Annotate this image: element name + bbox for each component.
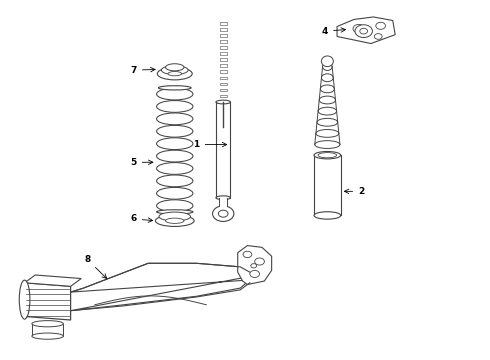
Circle shape [255,258,265,265]
Text: 2: 2 [344,187,365,196]
Bar [220,71,226,73]
Ellipse shape [157,163,193,174]
Ellipse shape [32,333,63,339]
Text: 7: 7 [130,66,155,75]
Circle shape [355,25,372,37]
Ellipse shape [216,196,230,199]
Ellipse shape [157,113,193,125]
Ellipse shape [317,118,338,126]
Bar [220,53,226,55]
Ellipse shape [168,72,181,76]
Text: 3: 3 [0,359,1,360]
Circle shape [213,206,234,221]
Ellipse shape [166,218,184,224]
Polygon shape [24,283,71,320]
Text: 6: 6 [130,215,153,224]
Ellipse shape [19,280,30,319]
Circle shape [251,264,257,268]
Polygon shape [337,17,395,44]
Text: 4: 4 [322,27,345,36]
Bar [220,22,226,25]
Bar [220,198,227,214]
Bar [216,102,230,198]
Ellipse shape [315,141,340,148]
Ellipse shape [157,200,193,212]
Ellipse shape [157,150,193,162]
Ellipse shape [157,210,193,214]
Ellipse shape [318,107,337,115]
Ellipse shape [157,175,193,187]
Bar [220,64,226,67]
Ellipse shape [32,321,63,327]
Text: 5: 5 [130,158,153,167]
Circle shape [219,210,228,217]
Polygon shape [24,275,81,286]
Bar [32,324,63,336]
Bar [220,77,226,79]
Ellipse shape [318,153,337,158]
Circle shape [250,270,260,278]
Bar [220,58,226,61]
Circle shape [376,22,386,30]
Ellipse shape [166,64,184,71]
Ellipse shape [157,100,193,112]
Bar [220,82,226,85]
Circle shape [374,33,382,39]
Ellipse shape [157,125,193,137]
Circle shape [243,251,252,258]
Circle shape [353,24,365,33]
Bar [220,28,226,31]
Ellipse shape [161,66,188,75]
Ellipse shape [320,85,334,93]
Bar [220,46,226,49]
Bar [220,40,226,43]
Ellipse shape [321,56,333,67]
Ellipse shape [322,63,332,71]
Ellipse shape [314,152,341,159]
Circle shape [360,28,368,34]
Ellipse shape [321,74,333,82]
Ellipse shape [157,138,193,149]
Ellipse shape [155,215,194,226]
Ellipse shape [216,100,230,104]
Polygon shape [238,246,271,284]
Ellipse shape [314,212,341,219]
Bar [220,89,226,91]
Text: 1: 1 [194,140,227,149]
Ellipse shape [316,130,339,137]
Polygon shape [71,263,250,311]
Ellipse shape [157,188,193,199]
Bar [220,34,226,37]
Text: 8: 8 [84,255,107,278]
Ellipse shape [319,96,336,104]
Ellipse shape [158,86,191,90]
Ellipse shape [159,212,191,221]
Ellipse shape [157,88,193,100]
Bar [220,95,226,98]
Ellipse shape [157,67,192,80]
